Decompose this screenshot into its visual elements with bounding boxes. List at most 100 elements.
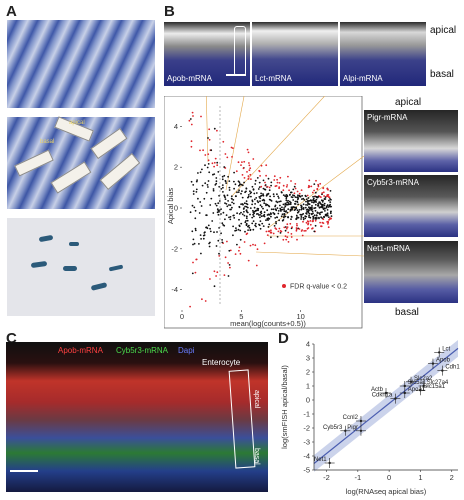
gene-point <box>311 191 314 194</box>
gene-point <box>248 162 250 164</box>
gene-point <box>205 226 207 229</box>
gene-point <box>273 195 275 198</box>
gene-point <box>246 215 248 218</box>
gene-point <box>240 164 242 166</box>
gene-point <box>228 216 230 219</box>
gene-point <box>220 213 222 215</box>
gene-point <box>207 163 210 165</box>
gene-point <box>239 229 242 232</box>
gene-point <box>260 215 263 218</box>
gene-point <box>265 194 268 197</box>
gene-point <box>229 249 232 252</box>
gene-point <box>211 162 214 165</box>
gene-point <box>239 238 242 241</box>
gene-point <box>229 204 232 206</box>
gene-label: Pigr <box>347 425 358 431</box>
gene-point <box>287 175 289 178</box>
gene-point <box>224 179 227 182</box>
gene-point <box>225 182 228 184</box>
gene-point <box>302 216 305 219</box>
gene-point <box>235 227 237 230</box>
gene-point <box>301 194 303 197</box>
gene-label: Slc5a1 <box>408 380 427 386</box>
gene-point <box>300 206 303 209</box>
basal-annotation: basal <box>40 139 55 145</box>
gene-point <box>285 185 288 188</box>
gene-point <box>200 115 202 118</box>
gene-point <box>237 161 240 164</box>
gene-point <box>252 209 254 212</box>
gene-point <box>263 242 266 245</box>
gene-point <box>289 222 292 225</box>
gene-point <box>260 205 263 208</box>
gene-point <box>289 201 292 204</box>
gene-point <box>239 183 241 186</box>
gene-point <box>302 197 305 200</box>
gene-point <box>279 176 282 179</box>
y-tick-label: 2 <box>306 368 310 377</box>
gene-point <box>217 213 220 216</box>
gene-point <box>261 222 264 225</box>
basal-label-side: basal <box>395 307 419 318</box>
gene-point <box>221 241 224 244</box>
gene-point <box>309 220 312 222</box>
gene-point <box>254 179 257 182</box>
gene-point <box>267 213 270 216</box>
gene-point <box>240 192 242 195</box>
gene-point <box>283 207 285 209</box>
gene-point <box>245 222 248 225</box>
gene-point <box>330 205 332 208</box>
gene-point <box>330 215 333 217</box>
gene-point <box>241 213 244 216</box>
gene-point <box>290 236 293 238</box>
gene-point <box>298 228 301 230</box>
gene-point <box>313 200 316 203</box>
gene-point <box>259 227 262 230</box>
gene-point <box>293 185 296 188</box>
gene-point <box>259 214 262 216</box>
gene-point <box>252 243 254 246</box>
gene-point <box>203 197 206 200</box>
gene-point <box>242 167 245 170</box>
gene-point <box>245 224 248 227</box>
gene-point <box>195 258 198 261</box>
gene-point <box>307 202 309 204</box>
gene-point <box>216 271 219 274</box>
gene-point <box>205 191 208 194</box>
gene-point <box>199 201 202 203</box>
gene-point <box>287 202 290 204</box>
gene-point <box>284 226 287 228</box>
gene-point <box>311 210 314 213</box>
gene-point <box>247 229 249 232</box>
gene-point <box>291 208 293 211</box>
gene-point <box>277 230 280 233</box>
gene-point <box>287 199 289 202</box>
gene-point <box>288 194 291 196</box>
gene-point <box>267 192 270 195</box>
gene-point <box>290 180 292 182</box>
gene-point <box>214 184 217 186</box>
gene-point <box>232 147 234 149</box>
gene-point <box>262 207 264 210</box>
gene-point <box>317 183 319 186</box>
gene-point <box>251 222 254 225</box>
gene-point <box>323 207 326 210</box>
gene-point <box>285 227 288 230</box>
gene-point <box>329 190 332 192</box>
chart2-xlabel: log(RNAseq apical bias) <box>346 487 427 496</box>
gene-point <box>270 181 273 184</box>
gene-point <box>319 206 322 208</box>
gene-point <box>314 209 317 212</box>
gene-point <box>311 206 313 209</box>
gene-point <box>314 195 316 198</box>
gene-point <box>292 194 294 196</box>
gene-point <box>191 204 194 207</box>
gene-point <box>324 198 327 200</box>
gene-point <box>270 229 272 232</box>
gene-point <box>232 202 235 205</box>
gene-point <box>265 174 267 177</box>
micrograph-net1: Net1-mRNA <box>364 241 458 303</box>
gene-point <box>327 223 329 225</box>
gene-point <box>272 208 275 211</box>
gene-point <box>298 209 301 211</box>
